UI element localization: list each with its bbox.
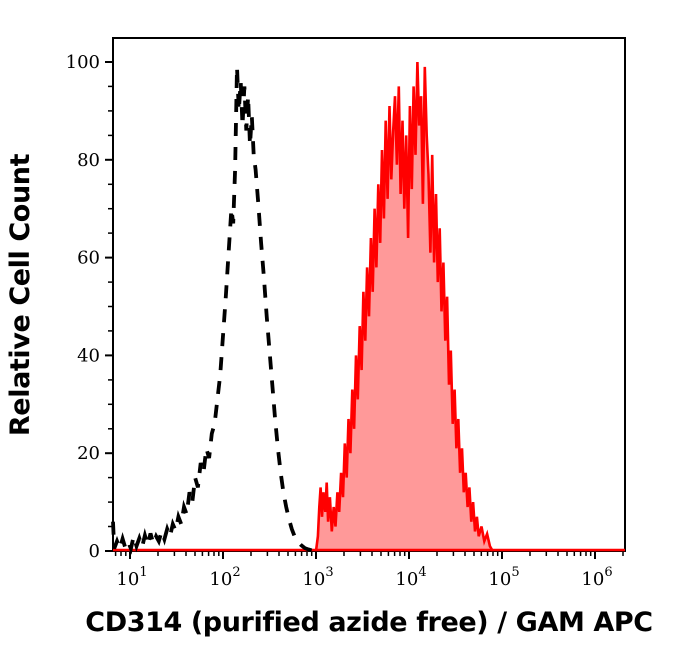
x-axis: 101 102 103 104 105 106 <box>114 551 624 590</box>
x-tick-label: 104 <box>395 565 426 590</box>
y-tick-label: 0 <box>89 541 100 562</box>
x-tick-label: 102 <box>209 565 240 590</box>
x-axis-title: CD314 (purified azide free) / GAM APC <box>85 607 652 638</box>
y-tick-label: 60 <box>77 248 100 269</box>
x-tick-label: 106 <box>581 565 612 590</box>
y-tick-label: 80 <box>77 150 100 171</box>
y-axis-title: Relative Cell Count <box>5 153 36 436</box>
x-tick-label: 103 <box>302 565 333 590</box>
plot-area: 0 20 40 60 80 100 101 102 103 104 105 106 <box>66 37 626 590</box>
y-tick-label: 40 <box>77 345 100 366</box>
x-tick-label: 105 <box>488 565 519 590</box>
y-axis: 0 20 40 60 80 100 <box>66 52 113 562</box>
control-series-dashed-outline <box>111 66 317 555</box>
y-tick-label: 20 <box>77 443 100 464</box>
y-tick-label: 100 <box>66 52 100 73</box>
stained-series-fill <box>316 62 493 551</box>
x-tick-label: 101 <box>116 565 147 590</box>
stained-series-outline <box>314 61 494 552</box>
